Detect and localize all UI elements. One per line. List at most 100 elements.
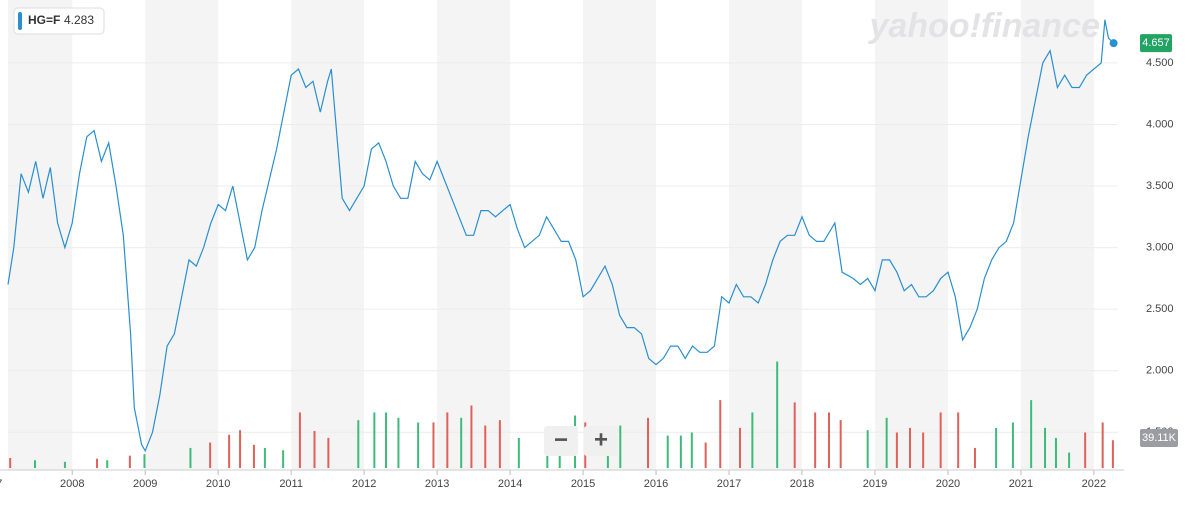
volume-bar	[666, 435, 669, 468]
volume-bar	[143, 454, 146, 468]
zoom-out-button[interactable]: −	[544, 426, 578, 456]
year-band	[583, 0, 657, 470]
volume-bar	[738, 427, 741, 468]
volume-bar	[470, 405, 473, 468]
volume-tag	[1140, 429, 1178, 447]
volume-bar	[1054, 437, 1057, 468]
last-price-tag	[1140, 34, 1172, 53]
volume-bar	[1084, 432, 1087, 468]
volume-bar	[751, 412, 754, 468]
volume-bar	[282, 450, 285, 468]
x-tick-label: 2015	[571, 478, 595, 490]
x-tick-label: 2008	[60, 478, 84, 490]
x-tick-label: 2009	[133, 478, 157, 490]
x-tick-label: 2020	[936, 478, 960, 490]
x-tick-label: 2019	[863, 478, 887, 490]
volume-bar	[866, 430, 869, 468]
x-tick-label: 2011	[279, 478, 303, 490]
volume-bar	[96, 458, 99, 468]
zoom-in-label: +	[594, 426, 608, 453]
y-tick-label: 2.000	[1146, 365, 1174, 377]
volume-bar	[397, 417, 400, 468]
ticker-price: 4.283	[64, 13, 94, 27]
volume-bar	[327, 437, 330, 468]
x-tick-label: 7	[0, 478, 2, 490]
volume-bar	[885, 417, 888, 468]
x-tick-label: 2013	[425, 478, 449, 490]
x-tick-label: 2012	[352, 478, 376, 490]
volume-bar	[228, 434, 231, 468]
volume-bar	[793, 402, 796, 468]
volume-bar	[498, 420, 501, 468]
volume-bar	[385, 412, 388, 468]
volume-bar	[719, 400, 722, 468]
volume-bar	[432, 422, 435, 468]
volume-bar	[106, 460, 109, 468]
volume-label: 39.11K	[1142, 432, 1177, 444]
volume-bar	[776, 361, 779, 468]
volume-bar	[1030, 400, 1033, 468]
volume-bar	[909, 427, 912, 468]
volume-bar	[1011, 422, 1014, 468]
volume-bar	[1101, 422, 1104, 468]
volume-bar	[189, 447, 192, 468]
x-tick-label: 2018	[790, 478, 814, 490]
volume-bar	[690, 432, 693, 468]
zoom-in-bg	[584, 426, 618, 456]
zoom-out-label: −	[554, 426, 568, 453]
volume-bar	[417, 422, 420, 468]
volume-bar	[446, 412, 449, 468]
volume-bar	[484, 425, 487, 468]
volume-bar	[895, 432, 898, 468]
x-tick-label: 2021	[1009, 478, 1033, 490]
volume-bar	[128, 455, 131, 468]
volume-bar	[34, 460, 37, 468]
volume-bar	[373, 412, 376, 468]
year-band	[291, 0, 365, 470]
volume-bar	[922, 432, 925, 468]
year-band	[874, 0, 948, 470]
x-tick-label: 2010	[206, 478, 230, 490]
volume-bar	[704, 442, 707, 468]
y-tick-label: 4.000	[1146, 118, 1174, 130]
volume-bar	[1111, 440, 1114, 468]
volume-bar	[209, 442, 212, 468]
zoom-out-bg	[544, 426, 578, 456]
volume-bar	[619, 425, 622, 468]
volume-bar	[517, 437, 520, 468]
volume-bar	[973, 447, 976, 468]
volume-bar	[357, 420, 360, 468]
volume-bar	[460, 417, 463, 468]
volume-bar	[679, 435, 682, 468]
zoom-in-button[interactable]: +	[584, 426, 618, 456]
volume-bar	[239, 430, 242, 468]
volume-bar	[828, 412, 831, 468]
last-price-label: 4.657	[1142, 37, 1170, 49]
x-tick-label: 2016	[644, 478, 668, 490]
price-line	[7, 19, 1115, 453]
volume-bar	[9, 457, 12, 468]
volume-bar	[298, 412, 301, 468]
volume-bar	[957, 412, 960, 468]
volume-bar	[263, 447, 266, 468]
logo: yahoo!finance	[868, 7, 1100, 45]
x-tick-label: 2017	[717, 478, 741, 490]
last-point	[1109, 39, 1118, 48]
ticker-box	[13, 7, 105, 35]
volume-bar	[63, 461, 66, 468]
y-tick-label: 3.000	[1146, 241, 1174, 253]
volume-bar	[1044, 427, 1047, 468]
year-band	[1020, 0, 1094, 470]
volume-bar	[252, 444, 255, 468]
y-tick-label: 3.500	[1146, 180, 1174, 192]
ticker-swatch	[18, 12, 22, 30]
year-band	[145, 0, 219, 470]
ticker: HG=F	[28, 13, 60, 27]
year-band	[8, 0, 73, 470]
volume-bar	[995, 427, 998, 468]
y-tick-label: 4.500	[1146, 57, 1174, 69]
volume-bar	[839, 420, 842, 468]
volume-bar	[313, 430, 316, 468]
